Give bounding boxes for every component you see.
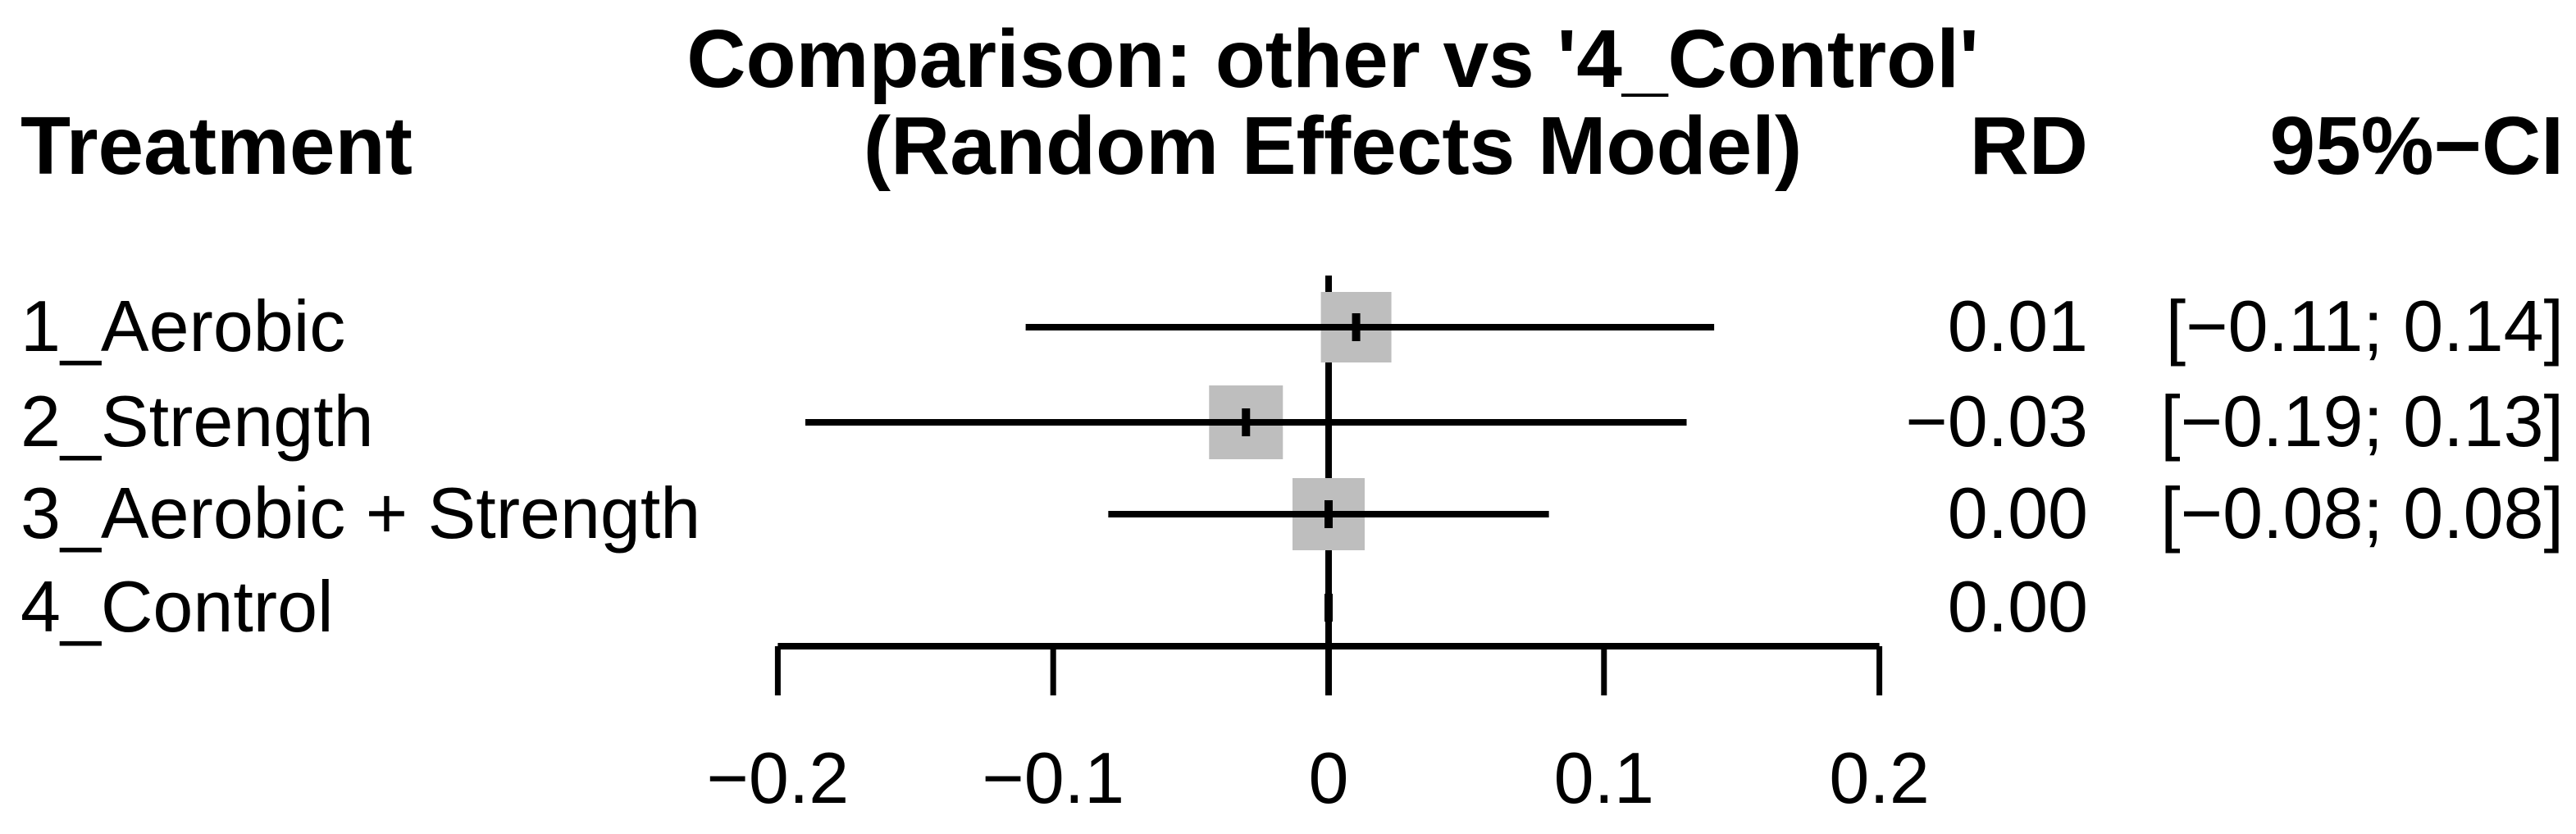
ci-value: [−0.11; 0.14] [2165, 285, 2564, 367]
treatment-row-label: 1_Aerobic [21, 285, 346, 367]
rd-value: −0.03 [1905, 381, 2088, 462]
plot-title-line1: Comparison: other vs '4_Control' [686, 13, 1979, 105]
treatment-row-label: 3_Aerobic + Strength [21, 472, 701, 554]
rd-column-header: RD [1969, 100, 2088, 192]
treatment-row-label: 2_Strength [21, 381, 374, 462]
rd-value: 0.00 [1947, 472, 2088, 554]
point-estimate-tick [1242, 408, 1251, 436]
axis-tick-label: −0.1 [982, 737, 1125, 818]
ci-value: [−0.08; 0.08] [2160, 472, 2564, 554]
ci-column-header: 95%−CI [2269, 100, 2564, 192]
treatment-column-header: Treatment [21, 100, 413, 192]
rd-value: 0.01 [1947, 285, 2088, 367]
axis-tick-label: 0.1 [1553, 737, 1654, 818]
treatment-row-label: 4_Control [21, 566, 334, 647]
plot-title-line2: (Random Effects Model) [863, 100, 1803, 192]
axis-tick-label: 0.2 [1829, 737, 1930, 818]
point-estimate-tick [1352, 313, 1361, 341]
axis-tick-label: −0.2 [706, 737, 850, 818]
ci-value: [−0.19; 0.13] [2160, 381, 2564, 462]
rd-value: 0.00 [1947, 566, 2088, 647]
point-estimate-tick [1324, 500, 1333, 528]
axis-tick-label: 0 [1308, 737, 1349, 818]
point-estimate-tick [1324, 594, 1333, 622]
